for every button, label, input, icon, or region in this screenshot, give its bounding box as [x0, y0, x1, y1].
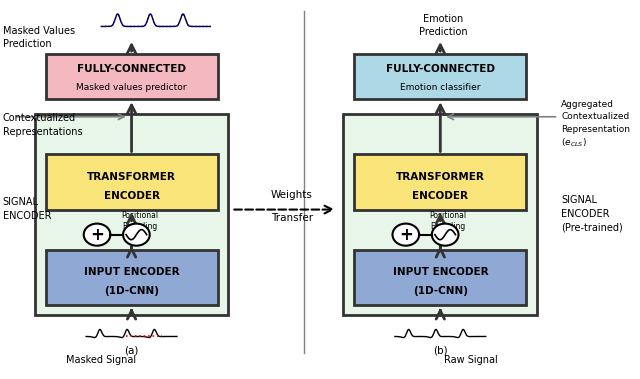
Text: (a): (a): [124, 345, 139, 355]
Text: $(e_{CLS})$: $(e_{CLS})$: [561, 136, 588, 149]
Text: +: +: [399, 226, 413, 244]
Text: Masked Values: Masked Values: [3, 27, 75, 36]
Text: Positional: Positional: [429, 211, 467, 219]
Text: (1D-CNN): (1D-CNN): [104, 286, 159, 296]
Text: Positional: Positional: [121, 211, 158, 219]
Text: SIGNAL: SIGNAL: [3, 197, 38, 207]
Text: Emotion: Emotion: [423, 14, 463, 24]
Text: SIGNAL: SIGNAL: [561, 194, 597, 205]
Circle shape: [123, 224, 150, 246]
Text: Masked Signal: Masked Signal: [66, 355, 136, 365]
Circle shape: [392, 224, 419, 246]
Text: TRANSFORMER: TRANSFORMER: [87, 172, 176, 182]
Text: Prediction: Prediction: [419, 28, 468, 38]
Circle shape: [84, 224, 110, 246]
Text: FULLY-CONNECTED: FULLY-CONNECTED: [386, 64, 495, 74]
FancyBboxPatch shape: [344, 114, 537, 315]
Text: Transfer: Transfer: [271, 213, 313, 223]
Text: ENCODER: ENCODER: [104, 191, 159, 200]
Text: INPUT ENCODER: INPUT ENCODER: [84, 267, 179, 277]
Text: Masked values predictor: Masked values predictor: [76, 83, 187, 92]
Text: (b): (b): [433, 345, 447, 355]
Text: ENCODER: ENCODER: [561, 208, 610, 219]
Text: Contextualized: Contextualized: [3, 113, 76, 123]
Text: Encoding: Encoding: [431, 222, 466, 231]
Text: +: +: [90, 226, 104, 244]
FancyBboxPatch shape: [45, 154, 218, 210]
Text: Weights: Weights: [271, 190, 313, 199]
Text: (1D-CNN): (1D-CNN): [413, 286, 468, 296]
FancyBboxPatch shape: [355, 54, 526, 99]
Text: FULLY-CONNECTED: FULLY-CONNECTED: [77, 64, 186, 74]
FancyBboxPatch shape: [35, 114, 228, 315]
Text: ENCODER: ENCODER: [3, 211, 51, 221]
FancyBboxPatch shape: [355, 154, 526, 210]
Text: Prediction: Prediction: [3, 39, 51, 49]
Text: (Pre-trained): (Pre-trained): [561, 222, 623, 232]
FancyBboxPatch shape: [45, 54, 218, 99]
Text: INPUT ENCODER: INPUT ENCODER: [392, 267, 488, 277]
Circle shape: [432, 224, 458, 246]
FancyBboxPatch shape: [45, 250, 218, 305]
Text: TRANSFORMER: TRANSFORMER: [396, 172, 484, 182]
Text: Representation: Representation: [561, 125, 630, 134]
Text: Raw Signal: Raw Signal: [444, 355, 497, 365]
Text: Encoding: Encoding: [122, 222, 157, 231]
FancyBboxPatch shape: [355, 250, 526, 305]
Text: Contextualized: Contextualized: [561, 112, 630, 121]
Text: ENCODER: ENCODER: [412, 191, 468, 200]
Text: Aggregated: Aggregated: [561, 100, 614, 109]
Text: Emotion classifier: Emotion classifier: [400, 83, 481, 92]
Text: Representations: Representations: [3, 127, 82, 137]
